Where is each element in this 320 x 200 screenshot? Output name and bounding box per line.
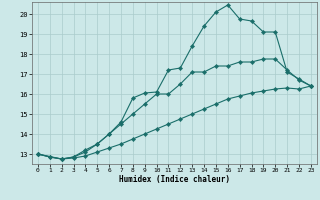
X-axis label: Humidex (Indice chaleur): Humidex (Indice chaleur) [119, 175, 230, 184]
